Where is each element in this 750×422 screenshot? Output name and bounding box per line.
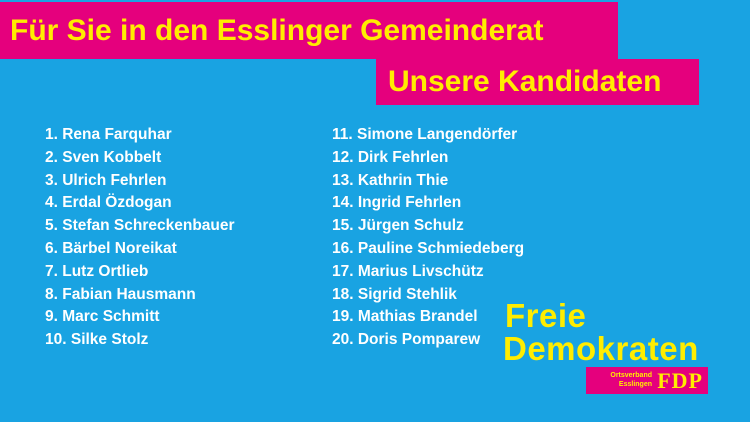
list-item: 9. Marc Schmitt bbox=[45, 308, 160, 326]
list-item: 18. Sigrid Stehlik bbox=[332, 285, 457, 303]
title-banner: Für Sie in den Esslinger Gemeinderat bbox=[0, 2, 618, 59]
list-item: 19. Mathias Brandel bbox=[332, 308, 478, 326]
logo-party-bar: Ortsverband Esslingen FDP bbox=[586, 367, 708, 394]
list-item: 10. Silke Stolz bbox=[45, 331, 149, 349]
list-item: 1. Rena Farquhar bbox=[45, 126, 172, 143]
logo-line-freie: Freie bbox=[505, 297, 587, 334]
list-item: 15. Jürgen Schulz bbox=[332, 217, 464, 235]
list-item: 20. Doris Pomparew bbox=[332, 331, 481, 349]
list-item: 17. Marius Livschütz bbox=[332, 262, 484, 280]
candidate-list-right: 11. Simone Langendörfer 12. Dirk Fehrlen… bbox=[332, 124, 524, 352]
list-item: 4. Erdal Özdogan bbox=[45, 194, 172, 212]
logo-line-demokraten: Demokraten bbox=[503, 330, 699, 367]
list-item: 5. Stefan Schreckenbauer bbox=[45, 217, 235, 235]
logo-ortsverband-line1: Ortsverband bbox=[610, 372, 652, 379]
logo-ortsverband-line2: Esslingen bbox=[618, 381, 652, 388]
list-item: 12. Dirk Fehrlen bbox=[332, 148, 449, 166]
page-title: Für Sie in den Esslinger Gemeinderat bbox=[10, 13, 544, 47]
list-item: 11. Simone Langendörfer bbox=[332, 126, 518, 143]
list-item: 7. Lutz Ortlieb bbox=[45, 262, 149, 280]
list-item: 14. Ingrid Fehrlen bbox=[332, 194, 462, 212]
list-item: 16. Pauline Schmiedeberg bbox=[332, 239, 525, 257]
logo-ortsverband: Ortsverband Esslingen bbox=[592, 371, 652, 389]
fdp-logo: Freie Demokraten Ortsverband Esslingen F… bbox=[503, 297, 713, 400]
candidate-list-left: 1. Rena Farquhar 2. Sven Kobbelt 3. Ulri… bbox=[45, 124, 235, 352]
list-item: 8. Fabian Hausmann bbox=[45, 285, 196, 303]
list-item: 2. Sven Kobbelt bbox=[45, 148, 162, 166]
list-item: 3. Ulrich Fehrlen bbox=[45, 171, 167, 189]
subtitle-banner: Unsere Kandidaten bbox=[376, 59, 699, 105]
list-item: 13. Kathrin Thie bbox=[332, 171, 449, 189]
page-subtitle: Unsere Kandidaten bbox=[388, 65, 662, 98]
logo-party-name: FDP bbox=[657, 368, 703, 393]
list-item: 6. Bärbel Noreikat bbox=[45, 239, 177, 257]
